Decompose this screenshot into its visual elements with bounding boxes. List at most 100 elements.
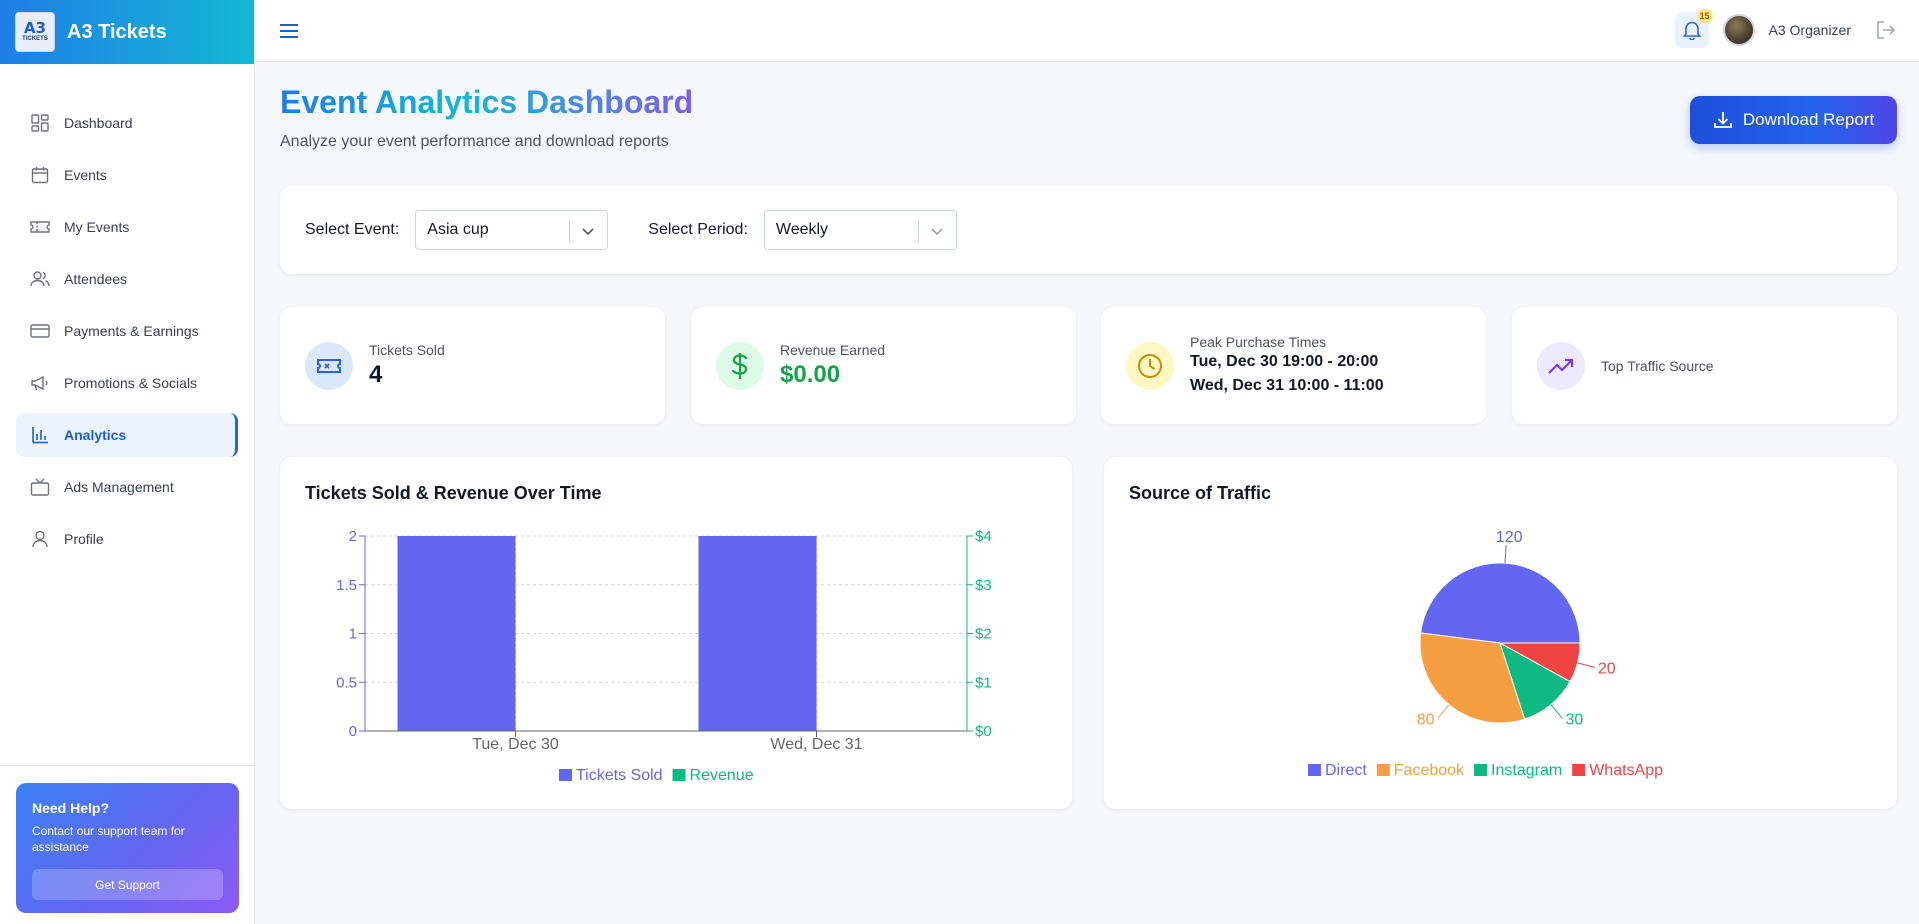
topbar: 15 A3 Organizer: [255, 0, 1919, 62]
sidebar-item-profile[interactable]: Profile: [0, 513, 254, 565]
legend-label: Direct: [1325, 762, 1367, 779]
brand-header[interactable]: A3 TICKETS A3 Tickets: [0, 0, 254, 64]
y-left-tick-label: 0: [349, 723, 357, 740]
logout-button[interactable]: [1875, 19, 1897, 41]
pie-data-label: 80: [1417, 712, 1435, 729]
chart-title: Tickets Sold & Revenue Over Time: [305, 483, 602, 503]
event-select-label: Select Event:: [305, 221, 400, 238]
notification-count-badge: 15: [1696, 9, 1713, 23]
stat-label: Revenue Earned: [780, 342, 886, 358]
revenue-earned-value: $0.00: [780, 361, 841, 388]
y-right-tick-label: $2: [975, 626, 992, 643]
sidebar: A3 TICKETS A3 Tickets Dashboard Events M…: [0, 0, 255, 924]
help-card: Need Help? Contact our support team for …: [16, 783, 239, 913]
tickets-sold-bar: [397, 536, 516, 731]
users-icon: [30, 269, 50, 289]
sidebar-item-analytics[interactable]: Analytics: [16, 413, 238, 457]
legend-label: Tickets Sold: [576, 767, 663, 784]
tickets-sold-value: 4: [369, 361, 383, 388]
ticket-icon: [30, 217, 50, 237]
sidebar-item-label: Events: [64, 167, 107, 183]
x-tick-label: Wed, Dec 31: [770, 736, 862, 753]
sidebar-item-dashboard[interactable]: Dashboard: [0, 97, 254, 149]
sidebar-item-label: Analytics: [64, 427, 127, 443]
sidebar-item-ads-management[interactable]: Ads Management: [0, 461, 254, 513]
legend-swatch: [1474, 764, 1488, 776]
page-subtitle: Analyze your event performance and downl…: [280, 133, 669, 150]
clock-icon: [1126, 341, 1174, 390]
legend-swatch: [1376, 764, 1390, 776]
chevron-down-icon: [582, 228, 594, 236]
stat-label: Peak Purchase Times: [1190, 333, 1327, 350]
legend-label: Instagram: [1491, 762, 1562, 779]
chart-title: Source of Traffic: [1129, 483, 1272, 503]
dollar-icon: [716, 341, 764, 390]
sidebar-divider: [0, 765, 254, 766]
logout-icon: [1877, 21, 1896, 39]
megaphone-icon: [30, 373, 50, 393]
user-icon: [30, 529, 50, 549]
brand-logo-sub: TICKETS: [22, 36, 48, 42]
sidebar-item-attendees[interactable]: Attendees: [0, 253, 254, 305]
sidebar-item-promotions[interactable]: Promotions & Socials: [0, 357, 254, 409]
select-separator: [917, 220, 919, 242]
legend-label: Facebook: [1394, 762, 1465, 779]
period-select-value: Weekly: [775, 221, 829, 238]
y-left-tick-label: 0.5: [336, 674, 357, 691]
pie-label-line: [1577, 662, 1596, 668]
chevron-down-icon: [931, 228, 943, 236]
y-right-tick-label: $1: [975, 674, 992, 691]
sidebar-item-events[interactable]: Events: [0, 149, 254, 201]
legend-label: WhatsApp: [1589, 762, 1663, 779]
y-right-tick-label: $0: [975, 723, 992, 740]
event-select-value: Asia cup: [427, 221, 489, 238]
period-select[interactable]: Weekly: [763, 210, 957, 250]
pie-data-label: 120: [1496, 529, 1523, 546]
menu-toggle-button[interactable]: [277, 19, 301, 43]
download-icon: [1713, 112, 1732, 128]
bell-icon: [1682, 21, 1701, 40]
hamburger-icon: [280, 23, 298, 38]
ticket-icon: [305, 341, 353, 390]
brand-name: A3 Tickets: [67, 20, 167, 43]
peak-time-2: Wed, Dec 31 10:00 - 11:00: [1190, 376, 1384, 394]
period-select-label: Select Period:: [648, 221, 748, 238]
y-left-tick-label: 2: [349, 528, 357, 545]
sidebar-item-payments[interactable]: Payments & Earnings: [0, 305, 254, 357]
revenue-earned-card: Revenue Earned $0.00: [691, 307, 1076, 424]
stat-label: Tickets Sold: [369, 342, 445, 358]
peak-time-1: Tue, Dec 30 19:00 - 20:00: [1190, 352, 1379, 370]
user-name[interactable]: A3 Organizer: [1768, 22, 1851, 38]
sidebar-item-label: Profile: [64, 531, 104, 547]
sidebar-item-label: Promotions & Socials: [64, 375, 198, 391]
page-title: Event Analytics Dashboard: [280, 84, 694, 120]
help-text: Contact our support team for assistance: [32, 824, 185, 854]
help-title: Need Help?: [32, 800, 110, 816]
event-select[interactable]: Asia cup: [415, 210, 609, 250]
sidebar-item-label: Payments & Earnings: [64, 323, 199, 339]
dashboard-icon: [30, 113, 50, 133]
legend-swatch: [1308, 764, 1321, 776]
y-left-tick-label: 1.5: [336, 577, 357, 594]
legend-label: Revenue: [690, 767, 754, 784]
tickets-revenue-chart-card: Tickets Sold & Revenue Over Time 0 0.5 1 1.…: [280, 457, 1072, 809]
sidebar-item-label: Dashboard: [64, 115, 133, 131]
peak-purchase-card: Peak Purchase Times Tue, Dec 30 19:00 - …: [1101, 307, 1486, 424]
pie-label-line: [1550, 704, 1563, 719]
tv-icon: [30, 477, 50, 497]
traffic-source-chart: 120 80 30 20 Direct Facebook Instagram WhatsApp: [1308, 529, 1663, 779]
download-report-label: Download Report: [1742, 110, 1875, 129]
sidebar-item-my-events[interactable]: My Events: [0, 201, 254, 253]
y-right-tick-label: $3: [975, 577, 992, 594]
filters-card: Select Event: Asia cup Select Period: We…: [280, 186, 1897, 274]
avatar[interactable]: [1722, 14, 1755, 46]
notifications-button[interactable]: 15: [1674, 9, 1713, 48]
brand-logo: A3 TICKETS: [15, 12, 55, 52]
sidebar-nav: Dashboard Events My Events Attendees Pay…: [0, 64, 254, 565]
tickets-sold-card: Tickets Sold 4: [280, 307, 665, 424]
x-tick-label: Tue, Dec 30: [472, 736, 559, 753]
select-separator: [569, 220, 571, 242]
pie-label-line: [1437, 704, 1450, 719]
download-report-button[interactable]: Download Report: [1690, 96, 1897, 144]
get-support-button[interactable]: Get Support: [32, 869, 223, 900]
